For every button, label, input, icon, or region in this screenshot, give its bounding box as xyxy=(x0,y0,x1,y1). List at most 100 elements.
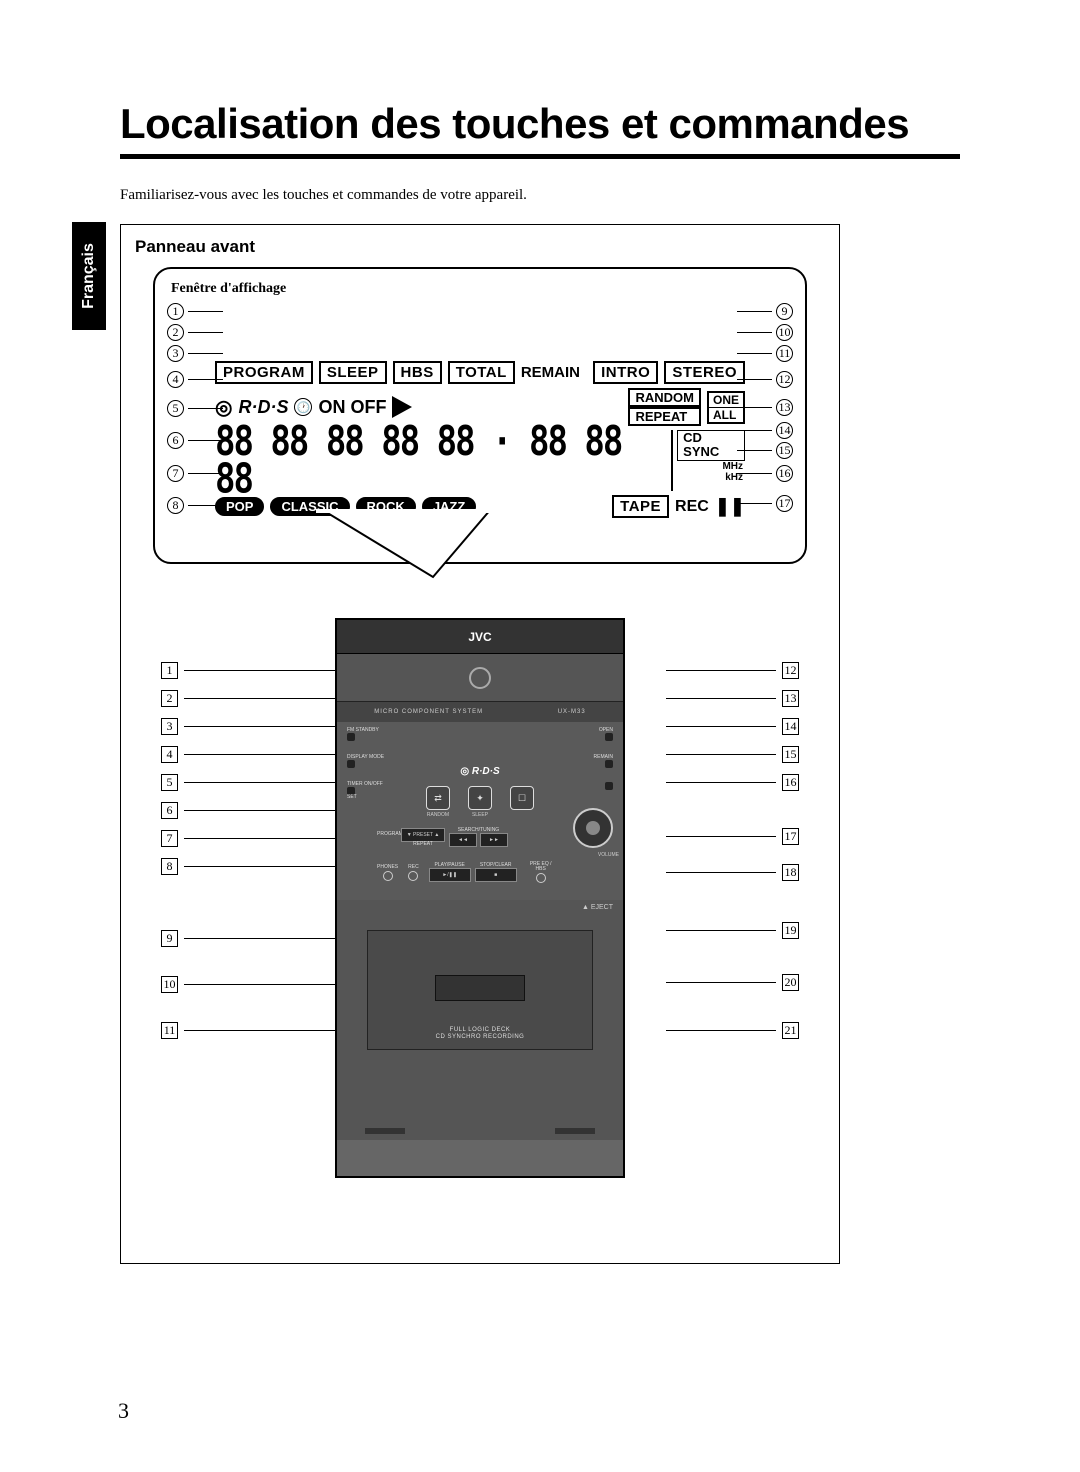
tape-text1: FULL LOGIC DECK xyxy=(450,1027,511,1033)
display-callouts-right: 9 10 11 12 13 14 15 16 17 xyxy=(737,301,793,520)
page-title: Localisation des touches et commandes xyxy=(120,100,960,148)
eject-label: ▲ EJECT xyxy=(582,904,613,911)
callout-16: 16 xyxy=(776,465,793,482)
sq-11: 11 xyxy=(161,1022,178,1039)
volume-knob xyxy=(573,808,613,848)
lbl-display: DISPLAY MODE xyxy=(347,755,384,760)
lbl-fm-standby: FM STANDBY xyxy=(347,728,384,733)
btn-playpause: ►/❚❚ xyxy=(429,868,471,882)
unit-callouts-right: 12 13 14 15 16 17 18 19 20 21 xyxy=(666,656,799,1044)
btn-standby xyxy=(347,733,355,741)
btn-random: ⇄ xyxy=(426,786,450,810)
lbl-preeq: PRE EQ / HBS xyxy=(527,862,555,872)
sq-14: 14 xyxy=(782,718,799,735)
callout-9: 9 xyxy=(776,303,793,320)
control-zone: FM STANDBY DISPLAY MODE TIMER ON/OFFSET … xyxy=(337,722,623,900)
page-number: 3 xyxy=(118,1398,129,1424)
sq-16: 16 xyxy=(782,774,799,791)
brand-bar: JVC xyxy=(337,620,623,654)
title-rule xyxy=(120,154,960,159)
callout-2: 2 xyxy=(167,324,184,341)
sq-19: 19 xyxy=(782,922,799,939)
sq-20: 20 xyxy=(782,974,799,991)
seg-random: RANDOM xyxy=(628,388,701,407)
disc-icon xyxy=(469,667,491,689)
seg-rec: REC xyxy=(675,498,709,516)
language-tab: Français xyxy=(72,222,106,330)
callout-3: 3 xyxy=(167,345,184,362)
callout-6: 6 xyxy=(167,432,184,449)
sq-5: 5 xyxy=(161,774,178,791)
callout-7: 7 xyxy=(167,465,184,482)
callout-4: 4 xyxy=(167,371,184,388)
intro-text: Familiarisez-vous avec les touches et co… xyxy=(120,187,960,204)
btn-search-right xyxy=(605,782,613,790)
sq-3: 3 xyxy=(161,718,178,735)
model-strip: MICRO COMPONENT SYSTEM UX-M33 xyxy=(337,702,623,722)
btn-stop: ■ xyxy=(475,868,517,882)
sq-8: 8 xyxy=(161,858,178,875)
seg-mhz: MHz xyxy=(677,461,745,472)
lbl-sleep2: SLEEP xyxy=(468,812,492,818)
btn-source: ☐ xyxy=(510,786,534,810)
callout-10: 10 xyxy=(776,324,793,341)
callout-14: 14 xyxy=(776,422,793,439)
disc-slot xyxy=(337,654,623,702)
sq-2: 2 xyxy=(161,690,178,707)
tape-door: FULL LOGIC DECK CD SYNCHRO RECORDING xyxy=(367,930,593,1050)
seg-hbs: HBS xyxy=(393,361,442,384)
sq-13: 13 xyxy=(782,690,799,707)
lbl-set: SET xyxy=(347,795,384,800)
seg-sleep: SLEEP xyxy=(319,361,387,384)
play-icon xyxy=(392,396,412,418)
btn-prev: ◄◄ xyxy=(449,833,477,847)
sq-21: 21 xyxy=(782,1022,799,1039)
seg-remain: REMAIN xyxy=(521,364,580,381)
front-unit-diagram: 1 2 3 4 5 6 7 8 9 10 11 12 13 14 15 16 1… xyxy=(135,590,825,1210)
lbl-volume: VOLUME xyxy=(598,852,619,858)
seg-total: TOTAL xyxy=(448,361,515,384)
seg-stereo: STEREO xyxy=(664,361,745,384)
sq-18: 18 xyxy=(782,864,799,881)
lbl-timer: TIMER ON/OFF xyxy=(347,782,384,787)
callout-11: 11 xyxy=(776,345,793,362)
btn-preeq xyxy=(536,873,546,883)
seg-cdsync: CD SYNC xyxy=(677,430,745,461)
tape-section: ▲ EJECT FULL LOGIC DECK CD SYNCHRO RECOR… xyxy=(337,900,623,1140)
lbl-open: OPEN xyxy=(594,728,613,733)
lbl-program: PROGRAM xyxy=(377,832,403,837)
sq-10: 10 xyxy=(161,976,178,993)
seg-tape: TAPE xyxy=(612,495,669,518)
sq-15: 15 xyxy=(782,746,799,763)
lbl-random: RANDOM xyxy=(426,812,450,818)
sq-1: 1 xyxy=(161,662,178,679)
panel-frame: Panneau avant Fenêtre d'affichage 1 2 3 … xyxy=(120,224,840,1264)
seg-intro: INTRO xyxy=(593,361,658,384)
sq-17: 17 xyxy=(782,828,799,845)
btn-sleep: ✦ xyxy=(468,786,492,810)
btn-open xyxy=(605,733,613,741)
seg-program: PROGRAM xyxy=(215,361,313,384)
language-tab-label: Français xyxy=(80,243,98,309)
unit-callouts-left: 1 2 3 4 5 6 7 8 9 10 11 xyxy=(161,656,340,1044)
callout-15: 15 xyxy=(776,442,793,459)
callout-13: 13 xyxy=(776,399,793,416)
unit-feet xyxy=(365,1128,595,1134)
sq-6: 6 xyxy=(161,802,178,819)
phones-jack xyxy=(383,871,393,881)
model-left: MICRO COMPONENT SYSTEM xyxy=(374,709,483,715)
btn-remain xyxy=(605,760,613,768)
lbl-repeat: REPEAT xyxy=(401,842,445,847)
rds-label: ◎ R·D·S xyxy=(460,766,499,777)
sq-9: 9 xyxy=(161,930,178,947)
seg-khz: kHz xyxy=(677,472,745,483)
callout-5: 5 xyxy=(167,400,184,417)
btn-preset: ▼ PRESET ▲ xyxy=(401,828,445,842)
lbl-remain: REMAIN xyxy=(594,755,613,760)
lbl-rec: REC xyxy=(408,865,419,870)
tape-text2: CD SYNCHRO RECORDING xyxy=(436,1034,525,1040)
panel-title: Panneau avant xyxy=(135,237,825,257)
btn-display xyxy=(347,760,355,768)
callout-8: 8 xyxy=(167,497,184,514)
display-window-title: Fenêtre d'affichage xyxy=(171,281,789,297)
